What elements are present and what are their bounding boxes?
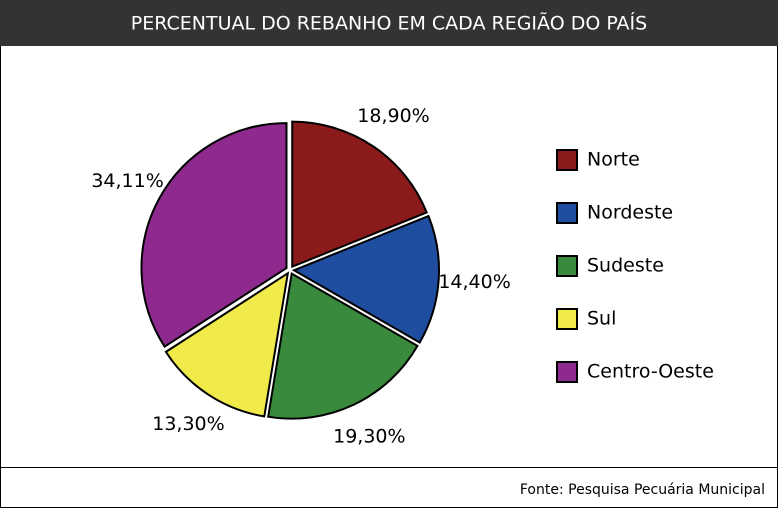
legend-label: Sudeste	[587, 255, 664, 277]
legend-swatch	[556, 361, 578, 383]
pie-slice	[291, 214, 440, 344]
legend-label: Centro-Oeste	[587, 361, 714, 383]
legend-label: Norte	[587, 149, 640, 171]
legend-label: Sul	[587, 308, 616, 330]
data-label: 19,30%	[333, 426, 405, 448]
data-label: 13,30%	[152, 413, 224, 435]
legend-swatch	[556, 308, 578, 330]
legend-swatch	[556, 255, 578, 277]
title-bar	[0, 0, 778, 46]
data-label: 14,40%	[438, 271, 510, 293]
chart-title: PERCENTUAL DO REBANHO EM CADA REGIÃO DO …	[131, 12, 647, 35]
pie-slice	[164, 271, 290, 418]
pie-slice	[267, 272, 419, 420]
legend-label: Nordeste	[587, 202, 673, 224]
pie-slice	[140, 122, 288, 348]
data-label: 34,11%	[91, 170, 163, 192]
pie-slice	[291, 120, 429, 269]
data-label: 18,90%	[357, 105, 429, 127]
legend-swatch	[556, 202, 578, 224]
source: Fonte: Pesquisa Pecuária Municipal	[520, 482, 765, 498]
legend-swatch	[556, 149, 578, 171]
